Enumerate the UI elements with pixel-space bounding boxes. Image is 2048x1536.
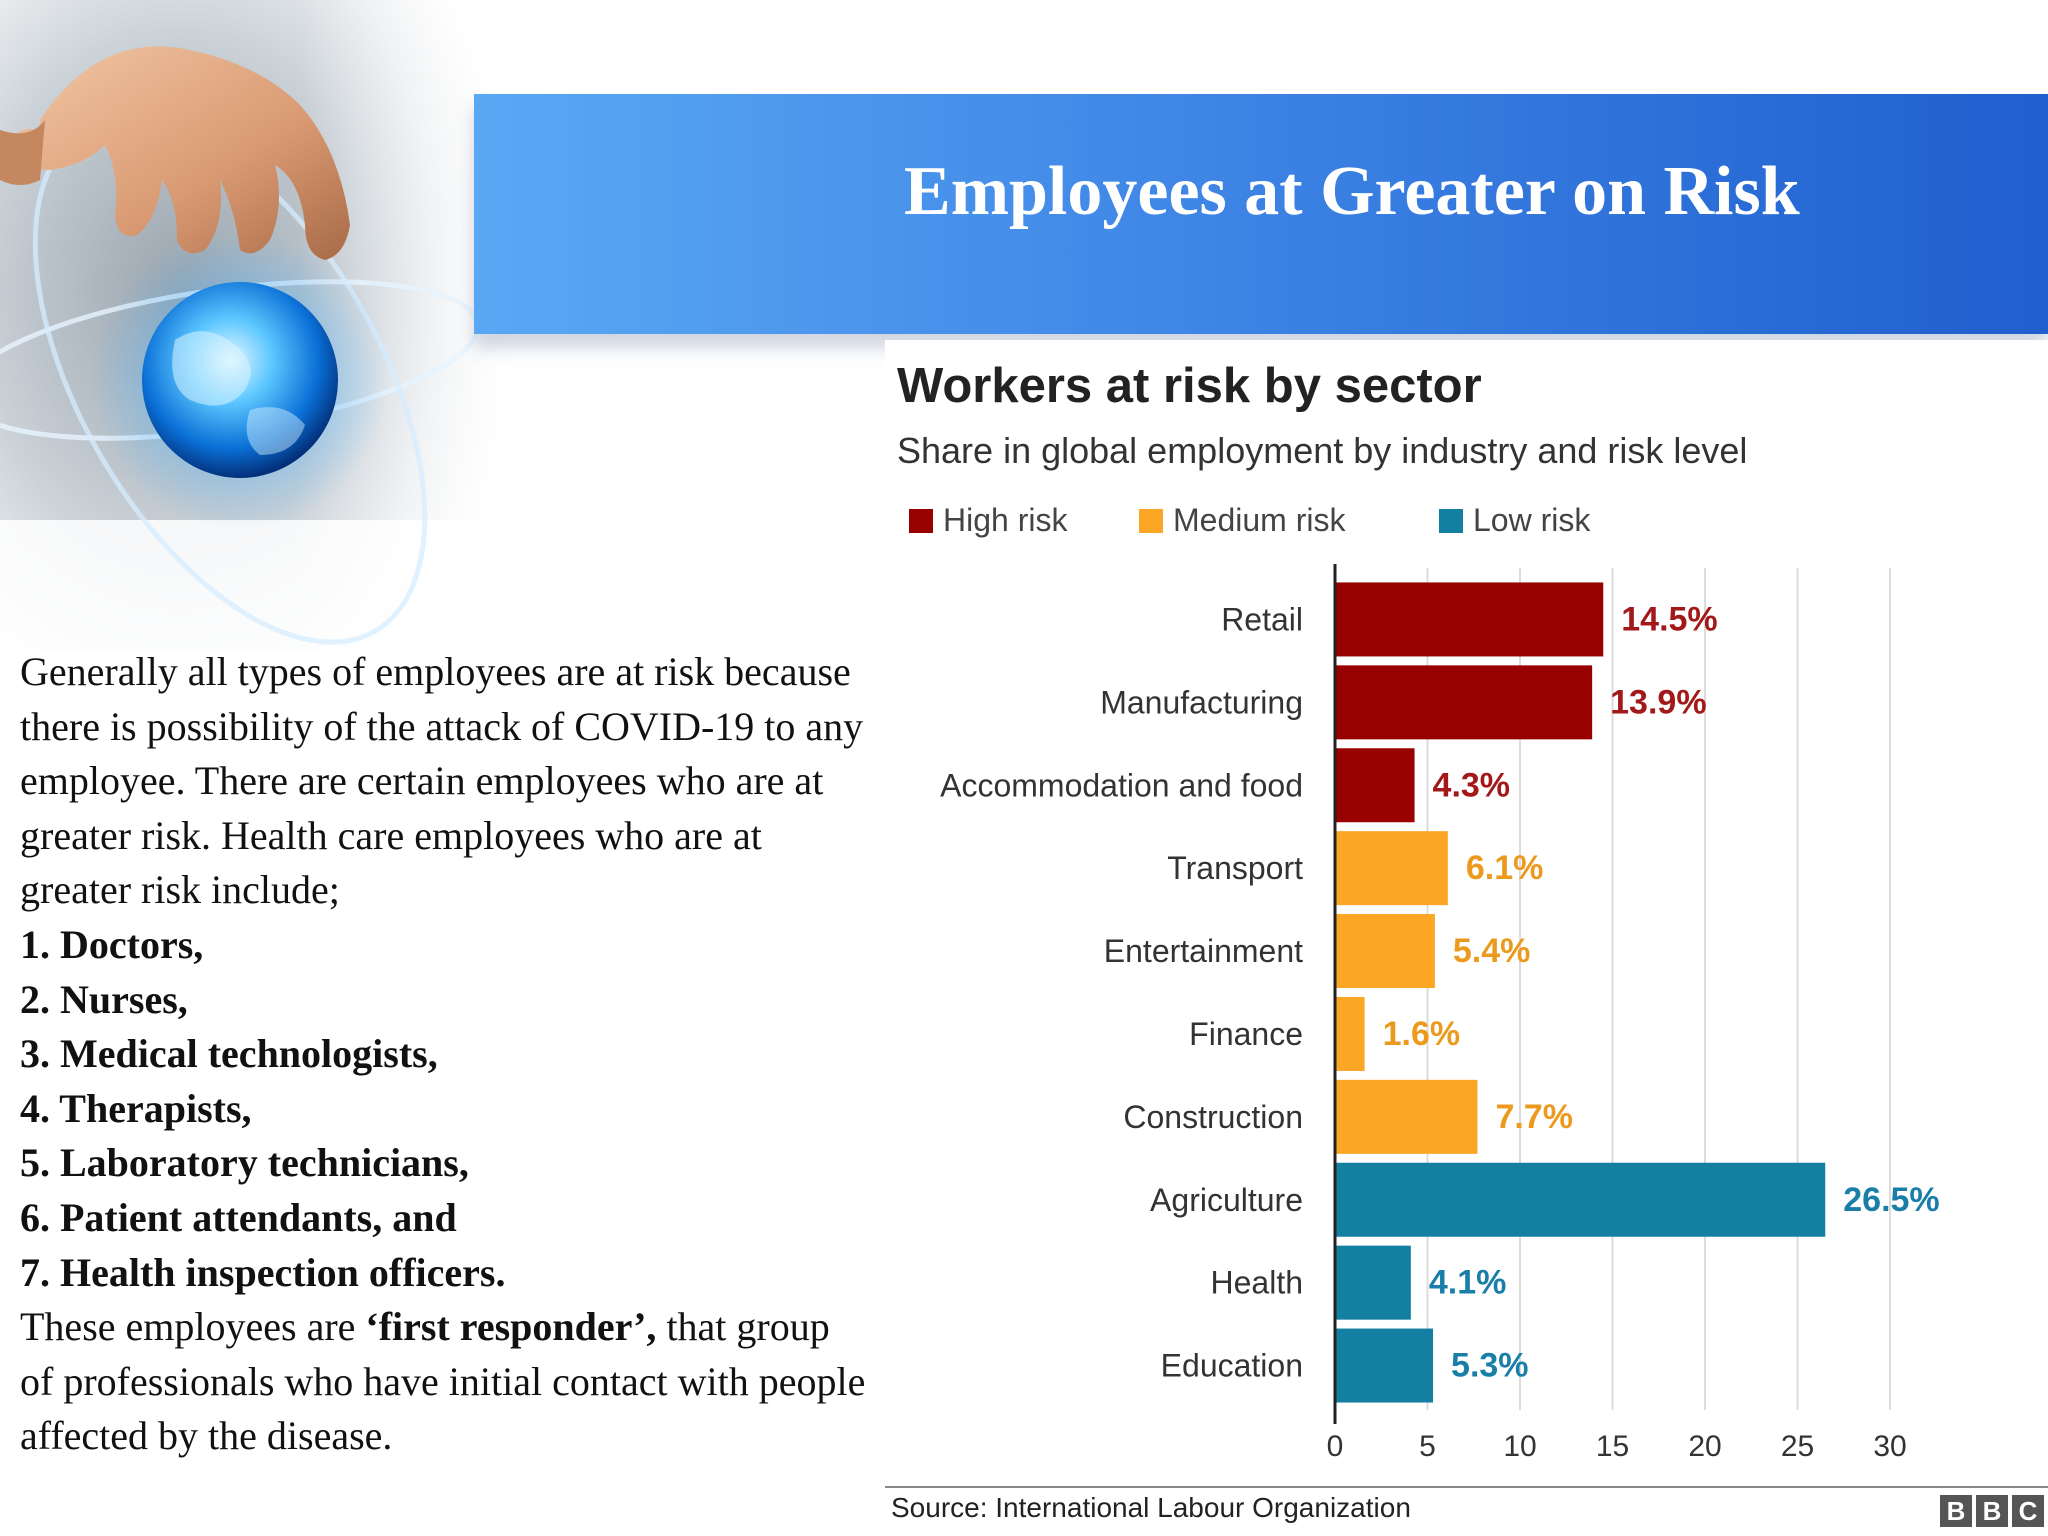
slide-title: Employees at Greater on Risk [904,153,1800,230]
outro-bold-term: ‘first responder’, [365,1304,657,1350]
data-label: 5.4% [1453,932,1531,970]
x-tick-label: 30 [1873,1430,1906,1463]
x-tick-label: 5 [1419,1430,1436,1463]
bbc-logo-letter: B [1940,1495,1972,1527]
data-label: 1.6% [1383,1015,1461,1053]
outro-paragraph: These employees are ‘first responder’, t… [20,1300,870,1464]
legend-label-medium: Medium risk [1173,502,1346,538]
data-label: 6.1% [1466,849,1544,887]
list-item: 2. Nurses, [20,976,188,1022]
bar [1335,1079,1478,1154]
chart-source: Source: International Labour Organizatio… [891,1492,1411,1523]
data-label: 5.3% [1451,1347,1529,1385]
data-label: 13.9% [1610,683,1706,721]
bar [1335,914,1435,989]
bar [1335,1245,1411,1320]
bar [1335,996,1365,1071]
chart-panel: Workers at risk by sector Share in globa… [885,340,2048,1536]
source-divider [885,1486,2048,1488]
list-item: 5. Laboratory technicians, [20,1140,469,1186]
bbc-logo-letter: C [2012,1495,2044,1527]
category-label: Finance [1189,1016,1303,1052]
data-label: 7.7% [1495,1098,1573,1136]
category-label: Accommodation and food [940,767,1303,803]
legend-swatch-high [909,509,933,533]
intro-paragraph: Generally all types of employees are at … [20,649,864,913]
x-tick-label: 20 [1688,1430,1721,1463]
category-label: Manufacturing [1100,684,1303,720]
bar-chart: Retail 14.5% Manufacturing 13.9% Accommodati… [940,564,1940,1463]
legend-item-high: High risk [909,502,1067,539]
title-banner: Employees at Greater on Risk [474,94,2048,334]
list-item: 4. Therapists, [20,1085,252,1131]
category-label: Health [1211,1265,1304,1301]
data-label: 14.5% [1621,600,1717,638]
list-item: 7. Health inspection officers. [20,1249,506,1295]
outro-text-start: These employees are [20,1304,366,1350]
category-label: Education [1161,1348,1303,1384]
bar [1335,831,1448,906]
x-tick-label: 0 [1327,1430,1344,1463]
legend-label-low: Low risk [1473,502,1591,538]
category-label: Transport [1167,850,1303,886]
outro-text-end: that group of professionals who have ini… [20,1304,866,1459]
x-tick-label: 15 [1596,1430,1629,1463]
bbc-logo-letter: B [1976,1495,2008,1527]
category-label: Entertainment [1104,933,1303,969]
data-label: 4.1% [1429,1264,1507,1302]
body-text: Generally all types of employees are at … [20,645,870,1464]
legend-swatch-low [1439,509,1463,533]
chart-title: Workers at risk by sector [897,359,1482,413]
legend-label-high: High risk [943,502,1068,538]
list-item: 3. Medical technologists, [20,1031,438,1077]
chart-subtitle: Share in global employment by industry a… [897,430,1748,471]
bar [1335,665,1593,740]
bbc-logo: B B C [1940,1495,2044,1529]
legend-item-medium: Medium risk [1139,502,1345,539]
list-item: 6. Patient attendants, and [20,1194,457,1240]
globe-hand-illustration [0,0,520,650]
data-label: 4.3% [1433,766,1511,804]
bar [1335,748,1415,823]
bar [1335,1162,1826,1237]
legend-item-low: Low risk [1439,502,1590,539]
data-label: 26.5% [1843,1181,1939,1219]
bar [1335,1328,1434,1403]
legend-swatch-medium [1139,509,1163,533]
category-label: Retail [1221,601,1303,637]
category-label: Agriculture [1150,1182,1303,1218]
list-item: 1. Doctors, [20,921,204,967]
bar [1335,582,1604,657]
x-tick-label: 10 [1503,1430,1536,1463]
category-label: Construction [1123,1099,1303,1135]
x-tick-label: 25 [1781,1430,1814,1463]
hero-image [0,0,520,650]
